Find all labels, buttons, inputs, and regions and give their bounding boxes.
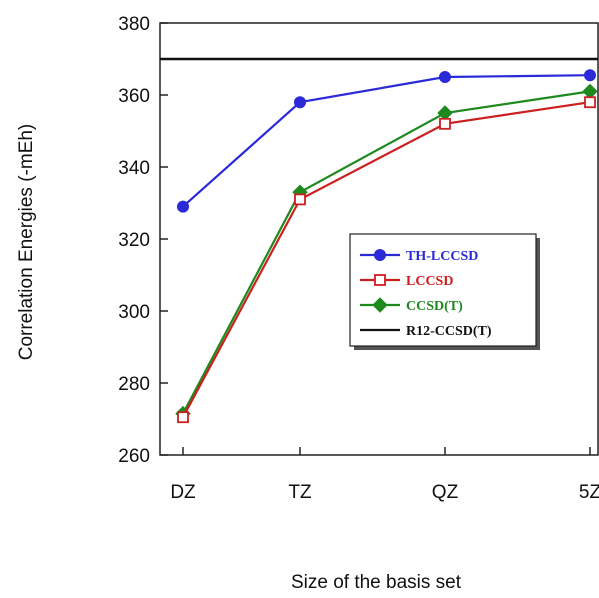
legend-label: TH-LCCSD xyxy=(406,249,478,264)
x-tick-label: DZ xyxy=(170,482,196,503)
legend-label: R12-CCSD(T) xyxy=(406,324,492,339)
legend-item: TH-LCCSD xyxy=(360,249,478,264)
x-tick-label: 5Z xyxy=(579,482,599,503)
data-point xyxy=(437,105,453,121)
legend-label: LCCSD xyxy=(406,274,453,289)
data-point xyxy=(439,71,451,83)
data-point xyxy=(439,117,451,130)
x-tick-label: TZ xyxy=(288,482,312,503)
series-lccsd xyxy=(177,96,596,424)
series-th-lccsd xyxy=(177,69,596,213)
data-point xyxy=(177,200,189,213)
y-tick-label: 320 xyxy=(118,230,150,251)
legend-item: CCSD(T) xyxy=(360,297,463,314)
y-tick-label: 340 xyxy=(118,158,150,179)
series-layer xyxy=(160,57,598,424)
legend-marker xyxy=(372,297,388,313)
y-tick-label: 360 xyxy=(118,86,150,107)
series-line xyxy=(182,101,591,418)
legend-label: CCSD(T) xyxy=(406,299,463,314)
y-tick-label: 260 xyxy=(118,446,150,467)
legend-marker xyxy=(374,274,386,286)
legend-item: R12-CCSD(T) xyxy=(360,324,492,339)
data-point xyxy=(584,69,596,82)
y-axis: 260 280 300 320 340 360 380 xyxy=(118,14,168,467)
data-point xyxy=(294,193,306,206)
legend-marker xyxy=(374,249,386,261)
data-point xyxy=(177,411,189,424)
x-axis: DZ TZ QZ 5Z xyxy=(170,447,599,503)
legend-item: LCCSD xyxy=(360,274,453,289)
data-point xyxy=(584,96,596,109)
y-tick-label: 280 xyxy=(118,374,150,395)
legend: TH-LCCSD LCCSD CCSD(T) R12-CCSD(T) xyxy=(349,233,540,350)
x-axis-title: Size of the basis set xyxy=(291,572,462,593)
y-axis-title: Correlation Energies (-mEh) xyxy=(16,124,37,361)
y-tick-label: 300 xyxy=(118,302,150,323)
y-tick-label: 380 xyxy=(118,14,150,35)
series-line xyxy=(182,74,591,208)
series-line xyxy=(182,90,591,415)
x-tick-label: QZ xyxy=(432,482,459,503)
data-point xyxy=(294,96,306,109)
